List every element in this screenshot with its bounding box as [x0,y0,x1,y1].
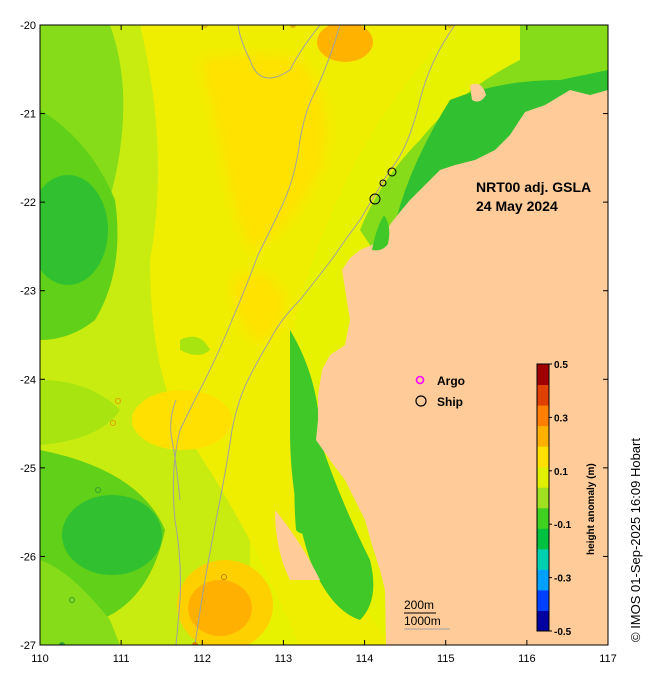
x-tick-label: 113 [275,653,293,665]
colorbar-swatches [537,364,549,632]
x-tick-label: 112 [194,653,212,665]
colorbar-swatch [537,384,549,406]
land-mass [275,83,608,645]
colorbar-swatch [537,589,549,611]
x-tick-label: 115 [437,653,455,665]
y-tick-label: -25 [20,463,36,475]
colorbar-swatch [537,487,549,509]
colorbar-swatch [537,528,549,550]
colorbar-frame [536,363,550,632]
colorbar-tick-label: 0.3 [554,413,568,424]
x-tick-label: 110 [31,653,49,665]
legend: Argo Ship [415,374,465,409]
y-tick-label: -26 [20,551,36,563]
data-marker [290,25,296,28]
colorbar: 0.5 0.3 0.1 -0.1 -0.3 -0.5 height anomaly (m) [536,360,597,638]
ship-marker [387,167,397,177]
ship-marker [369,193,381,205]
scale-label-1000m: 1000m [404,614,441,628]
ship-symbol-icon [415,395,427,407]
colorbar-tick-label: -0.5 [554,627,572,638]
y-tick-label: -27 [20,640,36,652]
data-marker [115,398,121,404]
data-marker [59,642,65,645]
x-tick-label: 111 [113,653,130,665]
colorbar-swatch [537,610,549,632]
colorbar-ticks: 0.5 0.3 0.1 -0.1 -0.3 -0.5 [549,360,572,638]
data-marker [69,597,75,603]
scale-label-200m: 200m [404,598,434,612]
ship-marker [379,179,387,187]
colorbar-tick-label: -0.1 [554,520,572,531]
data-marker [110,420,116,426]
colorbar-swatch [537,548,549,570]
x-tick-label: 116 [518,653,536,665]
y-tick-label: -23 [20,286,36,298]
x-tick-label: 117 [599,653,617,665]
colorbar-swatch [537,569,549,591]
y-tick-label: -21 [20,109,36,121]
colorbar-tick-label: -0.3 [554,574,572,585]
observation-markers [59,25,453,645]
colorbar-title: height anomaly (m) [586,463,597,555]
data-marker [95,487,101,493]
depth-scale: 200m 1000m [404,598,450,630]
data-marker [192,642,198,645]
legend-ship-label: Ship [437,395,463,409]
x-axis: 110 111 112 113 114 115 116 117 [31,25,617,665]
colorbar-tick-label: 0.5 [554,360,568,371]
argo-symbol-icon [415,375,425,385]
colorbar-swatch [537,425,549,447]
plot-frame [39,24,609,646]
colorbar-swatch [537,507,549,529]
y-tick-label: -22 [20,197,36,209]
x-tick-label: 114 [356,653,374,665]
data-marker [221,574,227,580]
bathymetry-contours [170,25,456,645]
map-date: 24 May 2024 [476,198,558,214]
map-title: NRT00 adj. GSLA [476,179,591,195]
y-tick-label: -20 [20,20,36,32]
colorbar-swatch [537,364,549,386]
data-marker [447,25,453,28]
colorbar-tick-label: 0.1 [554,467,568,478]
credit-text: © IMOS 01-Sep-2025 16:09 Hobart [628,438,643,642]
y-tick-label: -24 [20,374,36,386]
colorbar-swatch [537,405,549,427]
legend-argo-label: Argo [437,374,465,388]
colorbar-swatch [537,466,549,488]
colorbar-swatch [537,446,549,468]
data-marker [202,25,208,28]
y-axis: -20 -21 -22 -23 -24 -25 -26 -27 [20,20,608,652]
